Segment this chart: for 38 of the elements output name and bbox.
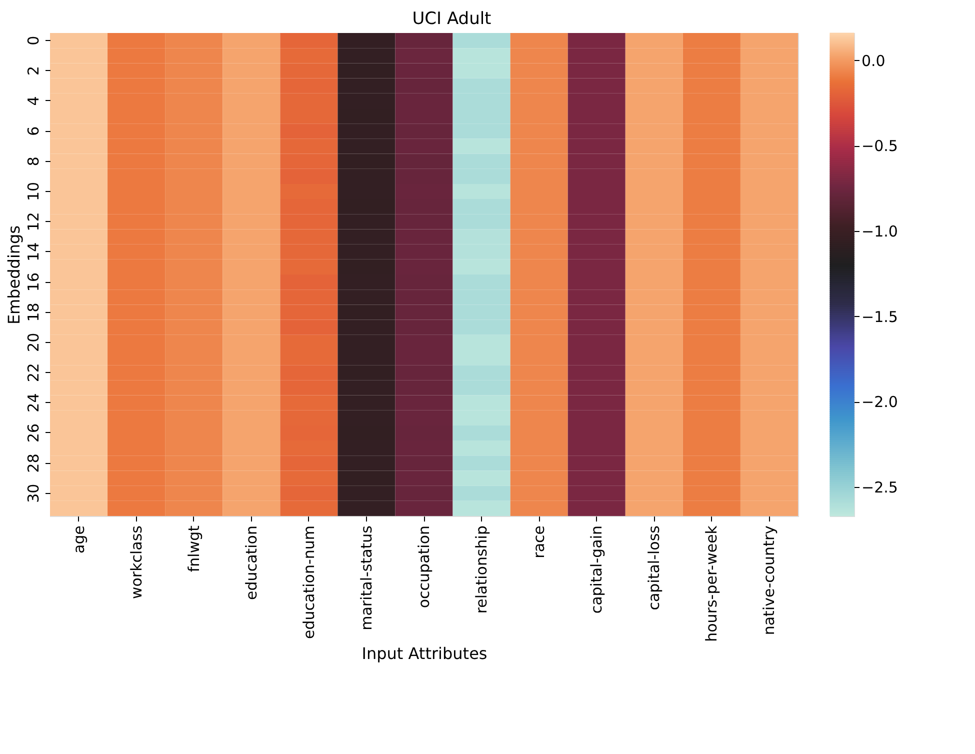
color-bar-label: −1.0 <box>862 222 898 240</box>
x-tick-label: hours-per-week <box>702 525 721 642</box>
x-tick-label: native-country <box>760 525 778 636</box>
x-tick-label: race <box>530 526 548 558</box>
chart-title: UCI Adult <box>412 9 492 30</box>
x-tick-label: capital-loss <box>645 525 664 610</box>
y-tick-label: 2 <box>24 66 42 76</box>
y-tick-label: 4 <box>24 96 42 106</box>
color-bar-label: −2.0 <box>862 393 898 412</box>
y-tick-label: 24 <box>24 393 42 412</box>
color-bar-label: −2.5 <box>862 478 898 496</box>
x-tick-label: education-num <box>300 526 318 639</box>
x-tick-label: workclass <box>127 525 146 600</box>
y-tick-label: 10 <box>24 182 42 202</box>
x-tick-label: marital-status <box>357 525 376 630</box>
x-tick-label: relationship <box>472 526 491 614</box>
color-bar-label: −1.5 <box>862 308 898 326</box>
y-tick-label: 18 <box>24 302 42 322</box>
y-tick-label: 28 <box>24 454 42 473</box>
y-tick-label: 6 <box>24 126 42 136</box>
x-tick-label: occupation <box>415 526 433 608</box>
y-tick-label: 16 <box>24 272 42 292</box>
x-tick-label: capital-gain <box>588 526 606 614</box>
y-tick-label: 30 <box>24 484 42 503</box>
y-tick-label: 20 <box>24 332 42 352</box>
y-axis-title: Embeddings <box>4 225 24 325</box>
y-tick-label: 22 <box>24 363 42 382</box>
y-tick-label: 0 <box>24 36 42 46</box>
y-tick-label: 14 <box>24 242 42 262</box>
x-axis-title: Input Attributes <box>362 644 488 663</box>
y-tick-label: 8 <box>24 156 42 166</box>
x-tick-label: age <box>70 526 88 554</box>
y-tick-label: 26 <box>24 423 42 443</box>
color-bar-label: 0.0 <box>862 52 886 70</box>
y-tick-label: 12 <box>24 212 42 232</box>
x-tick-label: education <box>242 526 260 600</box>
x-tick-label: fnlwgt <box>184 525 203 572</box>
color-bar-label: −0.5 <box>862 137 898 156</box>
